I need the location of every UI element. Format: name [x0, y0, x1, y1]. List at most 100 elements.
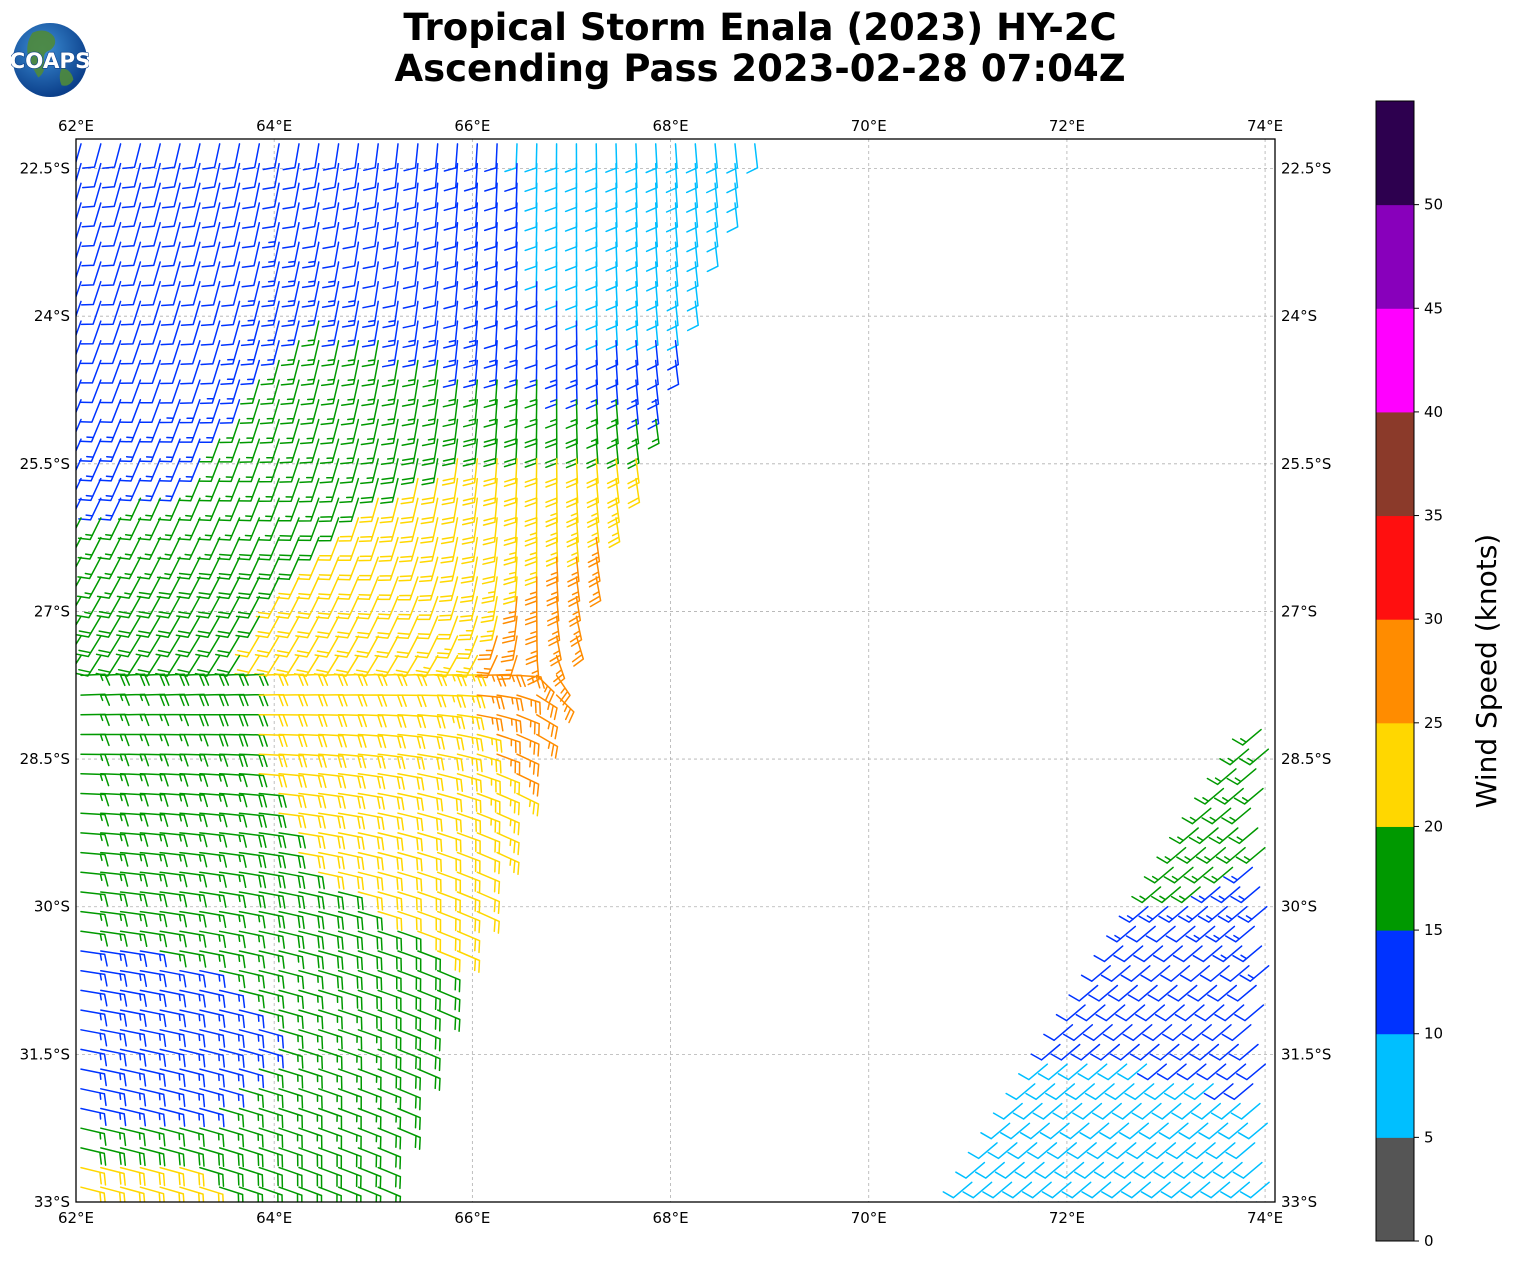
- y-tick-label-left: 30°S: [34, 898, 70, 916]
- wind-barb: [1046, 1142, 1077, 1160]
- wind-barb: [182, 143, 201, 170]
- wind-barb: [220, 359, 241, 385]
- wind-barb: [179, 379, 201, 404]
- wind-barb: [278, 1166, 303, 1188]
- wind-barb: [179, 930, 207, 948]
- wind-barb: [1223, 866, 1254, 884]
- wind-barb: [362, 241, 379, 270]
- wind-barb: [318, 812, 346, 830]
- wind-barb: [102, 143, 122, 169]
- wind-barb: [76, 221, 82, 242]
- wind-barb: [397, 950, 422, 972]
- wind-barb: [234, 654, 261, 677]
- wind-barb: [437, 595, 459, 621]
- colorbar-segment: [1376, 411, 1414, 517]
- wind-barb: [402, 320, 419, 349]
- wind-barb: [1068, 984, 1099, 1002]
- wind-barb: [423, 162, 439, 192]
- wind-barb: [1158, 1122, 1189, 1140]
- wind-barb: [456, 773, 483, 793]
- wind-barb: [76, 615, 102, 638]
- wind-barb: [1017, 1201, 1020, 1202]
- wind-barb: [278, 969, 305, 990]
- wind-barb: [337, 1048, 363, 1070]
- wind-barb: [333, 654, 360, 677]
- wind-barb: [456, 950, 481, 973]
- wind-barb: [356, 595, 379, 620]
- wind-barb: [302, 143, 320, 171]
- wind-barb: [218, 1186, 244, 1202]
- wind-barb: [197, 497, 221, 522]
- wind-barb: [116, 595, 142, 619]
- wind-barb: [255, 595, 280, 619]
- wind-barb: [987, 1142, 1018, 1160]
- wind-barb: [140, 280, 161, 307]
- wind-barb: [139, 950, 167, 968]
- wind-barb: [119, 832, 149, 847]
- wind-barb: [100, 851, 129, 867]
- wind-barb: [463, 261, 479, 290]
- wind-barb: [436, 930, 461, 953]
- wind-barb: [607, 497, 620, 529]
- wind-barb: [377, 1186, 402, 1202]
- wind-barb: [201, 221, 221, 249]
- wind-barb: [463, 340, 479, 369]
- wind-barb: [516, 753, 540, 777]
- wind-barb: [382, 221, 399, 250]
- wind-barb: [139, 792, 169, 807]
- wind-barb: [1176, 1201, 1178, 1202]
- wind-barb: [180, 359, 201, 385]
- wind-barb: [139, 773, 169, 787]
- wind-barb: [1208, 1043, 1239, 1061]
- wind-barb: [400, 477, 419, 505]
- wind-barb: [119, 1088, 147, 1107]
- wind-barb: [399, 517, 419, 544]
- wind-barb: [1156, 846, 1187, 864]
- wind-barb: [584, 143, 598, 173]
- wind-barb: [456, 792, 482, 814]
- wind-barb: [278, 1048, 304, 1069]
- wind-barb: [297, 536, 320, 561]
- wind-barb: [139, 1088, 166, 1107]
- wind-barb: [255, 615, 280, 639]
- wind-barb: [421, 438, 439, 466]
- wind-barb: [178, 477, 201, 502]
- wind-barb: [1230, 1102, 1261, 1120]
- wind-barb: [1034, 1161, 1065, 1179]
- colorbar-segment: [1376, 515, 1414, 620]
- wind-barb: [726, 202, 739, 233]
- wind-barb: [397, 1107, 421, 1131]
- wind-barb: [215, 595, 241, 619]
- wind-barb: [80, 1166, 107, 1186]
- wind-barb: [357, 1147, 382, 1170]
- wind-barb: [80, 713, 110, 727]
- wind-barb: [436, 950, 461, 973]
- wind-barb: [315, 615, 340, 639]
- wind-barb: [706, 241, 719, 273]
- wind-barb: [1007, 1142, 1038, 1160]
- x-tick-label-top: 64°E: [256, 117, 292, 135]
- x-tick-label-bottom: 74°E: [1247, 1209, 1283, 1227]
- wind-barb: [1187, 984, 1218, 1002]
- wind-barb: [967, 1142, 998, 1160]
- wind-barb: [442, 340, 459, 369]
- wind-barb: [80, 1048, 108, 1067]
- wind-barb: [278, 832, 306, 849]
- wind-barb: [318, 1068, 343, 1090]
- wind-barb: [139, 851, 168, 868]
- wind-barb: [80, 340, 102, 365]
- wind-barb: [357, 753, 386, 769]
- colorbar-tick-label: 35: [1424, 507, 1443, 525]
- wind-barb: [141, 221, 161, 248]
- wind-barb: [318, 910, 345, 930]
- wind-barb: [80, 1029, 108, 1047]
- wind-barb: [139, 673, 170, 687]
- wind-barb: [100, 792, 129, 807]
- wind-barb: [1185, 1142, 1216, 1160]
- wind-barb: [157, 497, 181, 521]
- y-tick-label-left: 31.5°S: [20, 1045, 70, 1063]
- wind-barb: [119, 359, 142, 384]
- colorbar-tick-label: 5: [1424, 1128, 1434, 1146]
- wind-barb: [278, 851, 306, 869]
- wind-barb: [1030, 1043, 1061, 1061]
